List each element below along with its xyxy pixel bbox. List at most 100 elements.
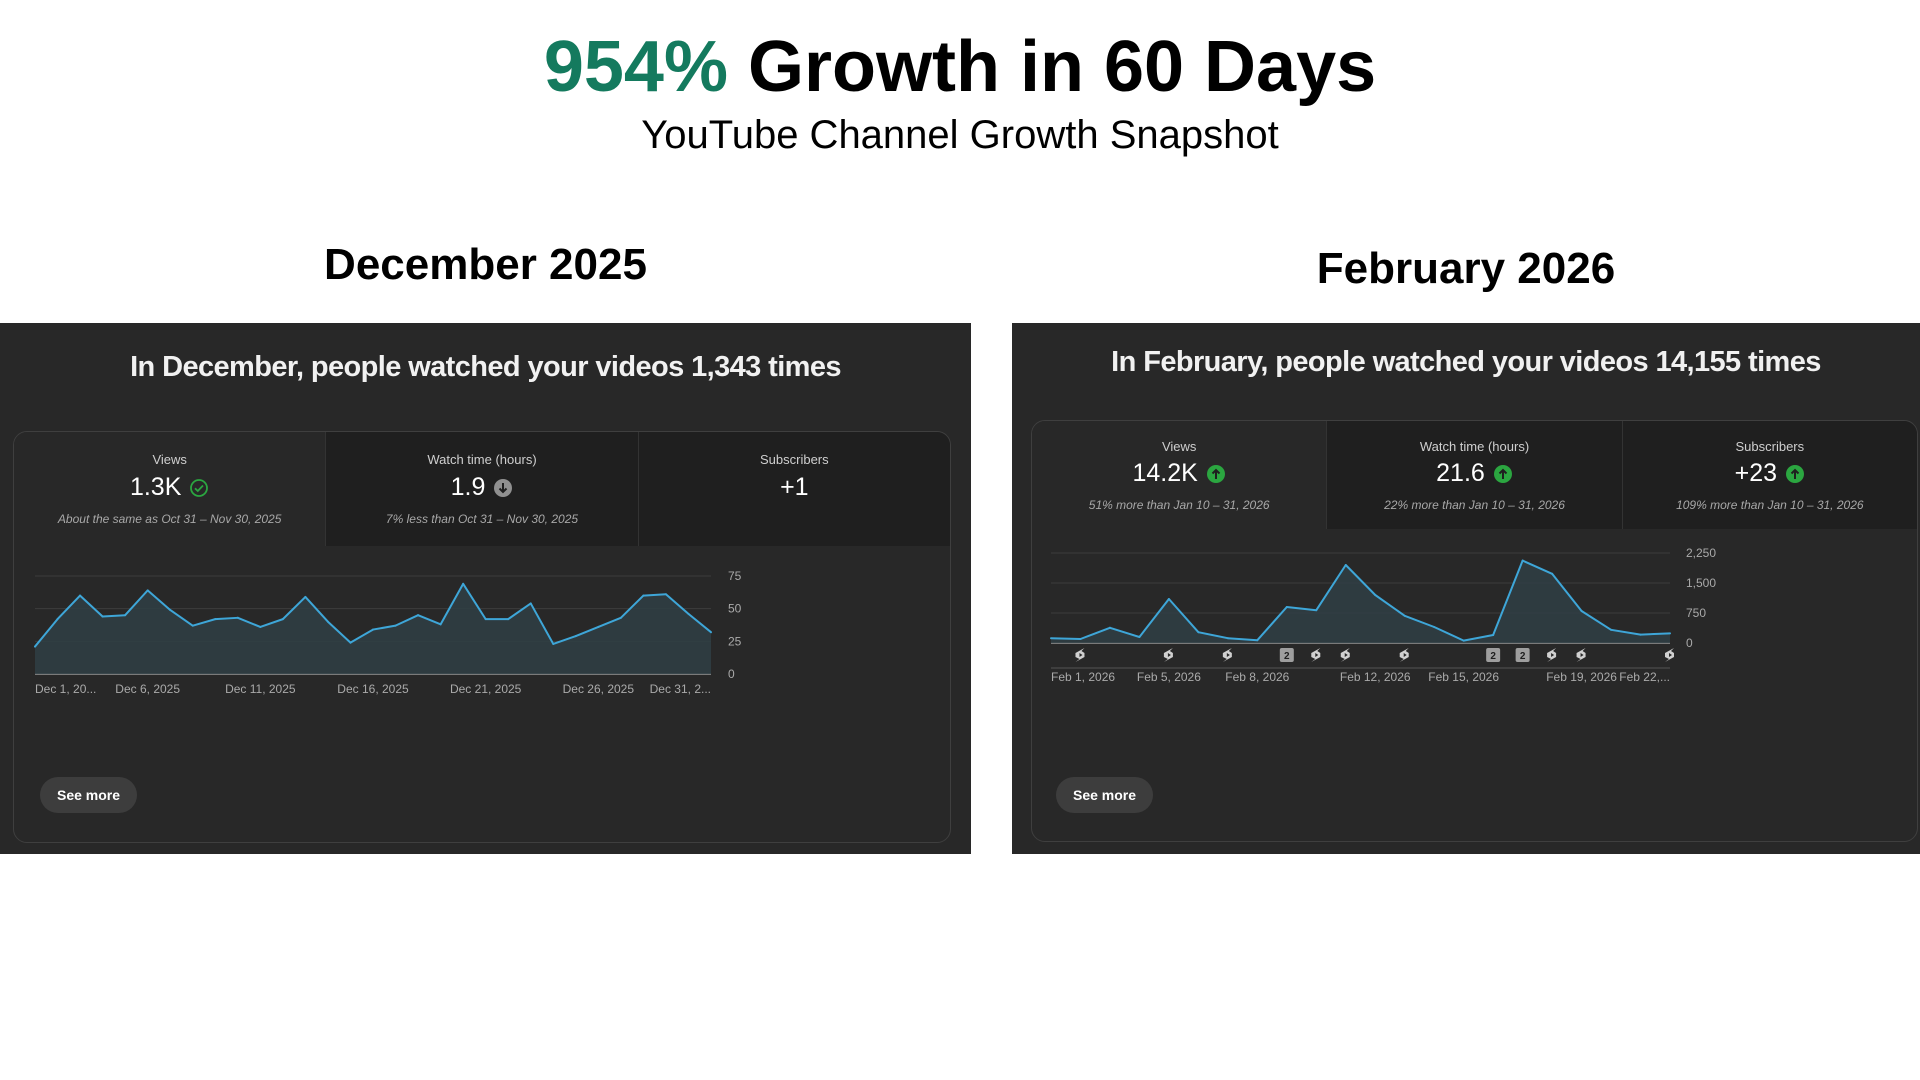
series-line-segment [687,612,712,634]
data-point[interactable] [1490,632,1496,638]
data-point[interactable] [460,581,466,587]
x-tick-label: Dec 31, 2... [650,682,711,696]
views-area-chart: 0 750 1,500 2,250 Feb 1, 2026 Feb 5, 2026 Feb … [1048,546,1716,684]
metric-tab-watch-time[interactable]: Watch time (hours) 1.9 7% less than Oct … [325,432,638,546]
data-point[interactable] [55,616,61,622]
data-point[interactable] [347,640,353,646]
series-line-segment [304,595,329,623]
data-point[interactable] [528,600,534,606]
data-point[interactable] [1667,630,1673,636]
shorts-icon[interactable] [1665,648,1674,662]
upload-count-badge[interactable]: 2 [1486,648,1501,662]
series-line-segment [214,616,239,621]
data-point[interactable] [1313,607,1319,613]
series-line-segment [101,614,127,618]
shorts-icon[interactable] [1547,648,1557,662]
data-point[interactable] [302,594,308,600]
data-point[interactable] [415,612,421,618]
metric-tab-watch-time[interactable]: Watch time (hours) 21.6 22% more than Ja… [1326,421,1622,529]
data-point[interactable] [167,607,173,613]
metric-tab-subscribers[interactable]: Subscribers +1 [637,432,950,546]
metric-value: +1 [780,473,809,501]
data-point[interactable] [1136,634,1142,640]
data-point[interactable] [1431,624,1437,630]
metric-tab-views[interactable]: Views 1.3K About the same as Oct 31 – No… [14,432,326,546]
series-line-segment [349,628,374,644]
series-line-segment [34,618,59,648]
data-point[interactable] [595,624,601,630]
see-more-button[interactable]: See more [40,777,138,813]
data-point[interactable] [1608,627,1614,633]
data-point[interactable] [1520,558,1526,564]
shorts-icon[interactable] [1222,648,1232,662]
data-point[interactable] [122,612,128,618]
data-point[interactable] [618,615,624,621]
shorts-icon[interactable] [1311,648,1321,662]
data-point[interactable] [1077,636,1083,642]
metric-label: Watch time (hours) [1419,439,1530,454]
data-point[interactable] [1048,635,1054,641]
y-tick-label: 75 [728,569,742,583]
upload-count-label: 2 [1284,651,1290,662]
data-point[interactable] [1402,613,1408,619]
data-point[interactable] [32,644,38,650]
series-line-segment [1344,564,1377,596]
data-point[interactable] [257,624,263,630]
x-tick-label: Feb 15, 2026 [1428,670,1499,684]
data-point[interactable] [100,614,106,620]
data-point[interactable] [393,623,399,629]
data-point[interactable] [212,616,218,622]
data-point[interactable] [640,593,646,599]
x-tick-label: Dec 26, 2025 [563,682,635,696]
data-point[interactable] [1225,635,1231,641]
growth-percent: 954% [543,27,728,107]
shorts-icon[interactable] [1576,648,1586,662]
data-point[interactable] [708,629,714,635]
series-line-segment [1285,606,1318,612]
metric-tab-views[interactable]: Views 14.2K 51% more than Jan 10 – 31, 2… [1032,421,1327,529]
series-line-segment [1639,632,1671,636]
series-line-segment [169,608,194,627]
data-point[interactable] [145,587,151,593]
data-point[interactable] [325,619,331,625]
data-point[interactable] [1195,629,1201,635]
shorts-icon[interactable] [1075,648,1085,662]
upload-count-badge[interactable]: 2 [1279,648,1294,662]
series-line-segment [1610,628,1642,636]
data-point[interactable] [1107,625,1113,631]
february-analytics-panel: In February, people watched your videos … [1012,323,1920,854]
y-tick-label: 750 [1686,606,1706,620]
shorts-icon[interactable] [1399,648,1409,662]
data-point[interactable] [550,641,556,647]
data-point[interactable] [190,623,196,629]
data-point[interactable] [1254,637,1260,643]
shorts-icon[interactable] [1163,648,1173,662]
data-point[interactable] [1461,638,1467,644]
data-point[interactable] [1372,592,1378,598]
data-point[interactable] [77,593,83,599]
metric-tab-subscribers[interactable]: Subscribers +23 109% more than Jan 10 – … [1621,421,1917,529]
x-tick-label: Dec 21, 2025 [450,682,522,696]
metric-note: 109% more than Jan 10 – 31, 2026 [1676,498,1864,512]
data-point[interactable] [573,633,579,639]
data-point[interactable] [1284,604,1290,610]
data-point[interactable] [483,616,489,622]
series-line-segment [281,595,307,621]
data-point[interactable] [1166,596,1172,602]
upload-count-badge[interactable]: 2 [1515,648,1530,662]
series-line-segment [664,593,690,615]
data-point[interactable] [1638,632,1644,638]
data-point[interactable] [663,591,669,597]
data-point[interactable] [1579,608,1585,614]
data-point[interactable] [235,615,241,621]
data-point[interactable] [280,616,286,622]
data-point[interactable] [1343,562,1349,568]
data-point[interactable] [685,611,691,617]
see-more-button[interactable]: See more [1056,777,1154,813]
data-point[interactable] [370,627,376,633]
data-point[interactable] [505,616,511,622]
data-point[interactable] [438,621,444,627]
data-point[interactable] [1549,571,1555,577]
series-line-segment [1079,626,1111,640]
shorts-icon[interactable] [1340,648,1350,662]
